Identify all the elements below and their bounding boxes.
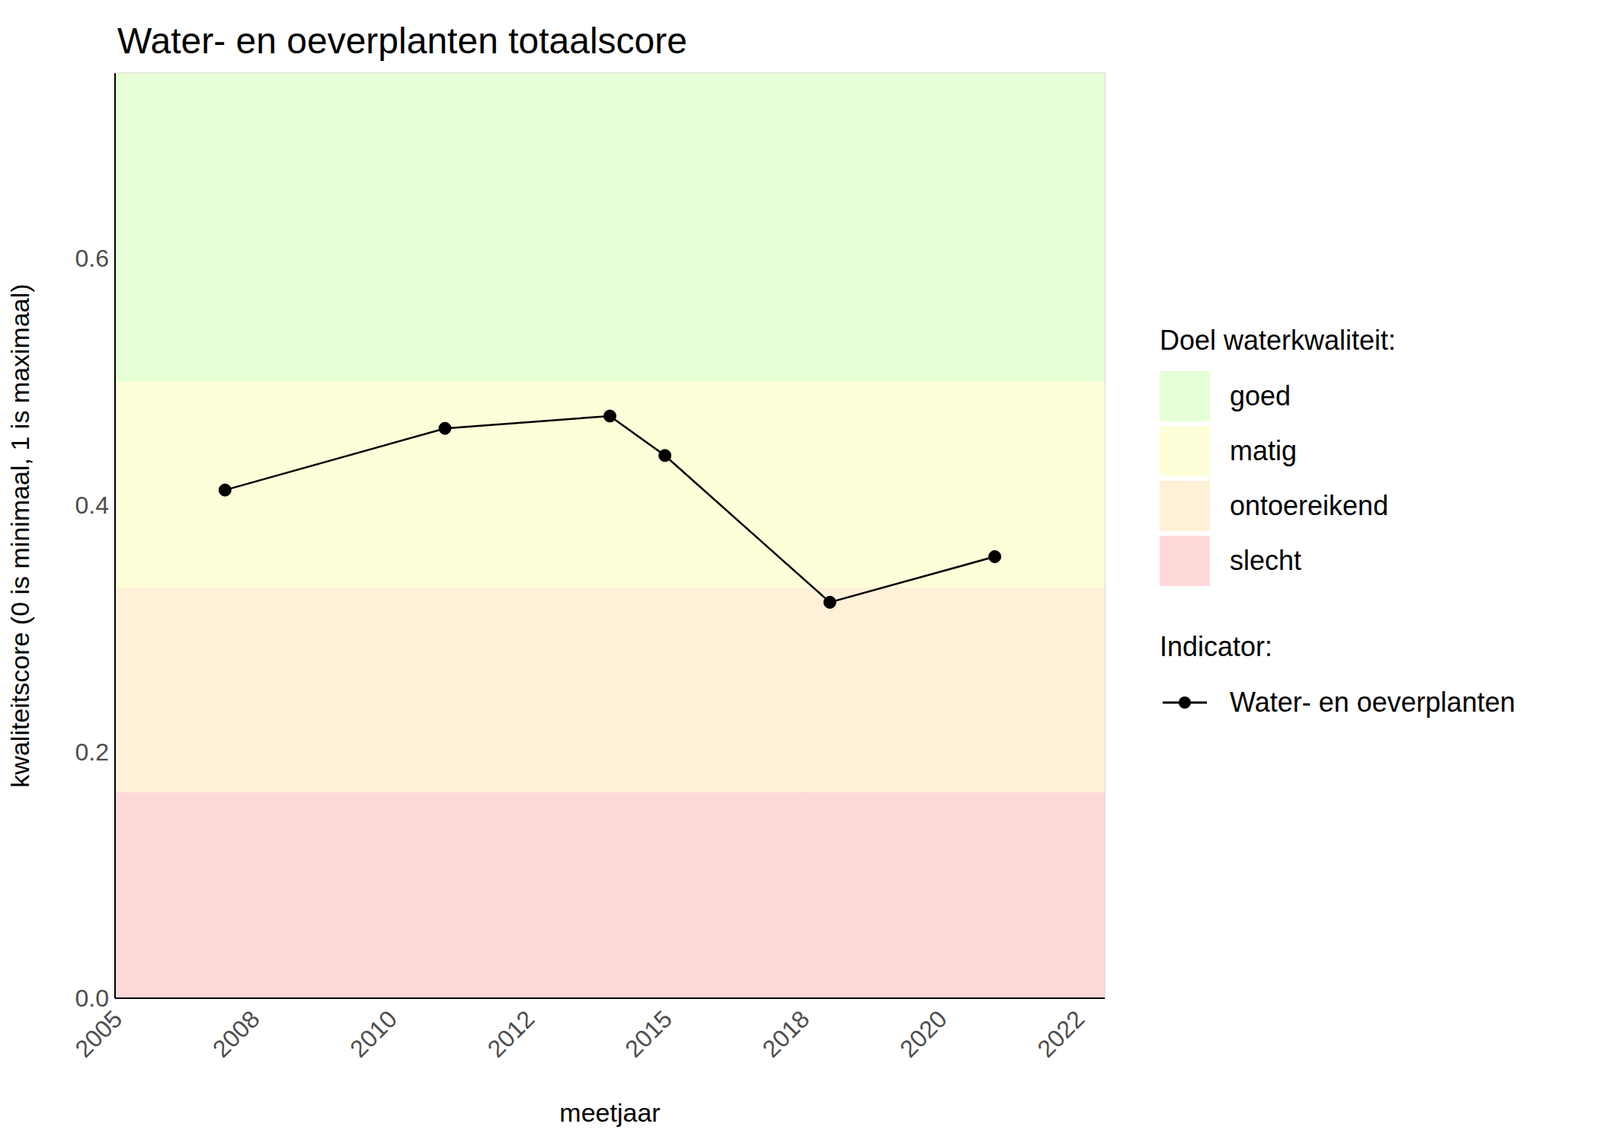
- html-text:Indicator:: Indicator:: [1159, 630, 1273, 663]
- html-text:goed: goed: [1229, 380, 1291, 412]
- svg-text:2008: 2008: [207, 1004, 266, 1063]
- html-text:Doel waterkwaliteit:: Doel waterkwaliteit:: [1159, 324, 1396, 356]
- html-text:Water- en oeverplanten: Water- en oeverplanten: [1229, 686, 1516, 718]
- svg-text:2018: 2018: [757, 1004, 816, 1063]
- svg-text:2012: 2012: [482, 1004, 541, 1063]
- html-text:ontoereikend: ontoereikend: [1229, 489, 1389, 522]
- html-text:slecht: slecht: [1229, 544, 1302, 576]
- svg-text:0.2: 0.2: [75, 738, 109, 766]
- svg-text:2020: 2020: [894, 1004, 953, 1063]
- svg-text:0.4: 0.4: [75, 491, 109, 519]
- svg-text:2010: 2010: [344, 1004, 403, 1063]
- svg-text:0.0: 0.0: [75, 984, 109, 1012]
- svg-text:meetjaar: meetjaar: [559, 1097, 660, 1127]
- html-text:Water- en oeverplanten totaals: Water- en oeverplanten totaalscore: [117, 20, 688, 61]
- svg-text:kwaliteitscore (0 is minimaal,: kwaliteitscore (0 is minimaal, 1 is maxi…: [6, 283, 35, 788]
- svg-text:2022: 2022: [1031, 1004, 1090, 1063]
- svg-text:2015: 2015: [619, 1004, 678, 1063]
- svg-text:0.6: 0.6: [75, 244, 109, 272]
- svg-text:2005: 2005: [69, 1004, 128, 1063]
- html-text:matig: matig: [1229, 435, 1297, 467]
